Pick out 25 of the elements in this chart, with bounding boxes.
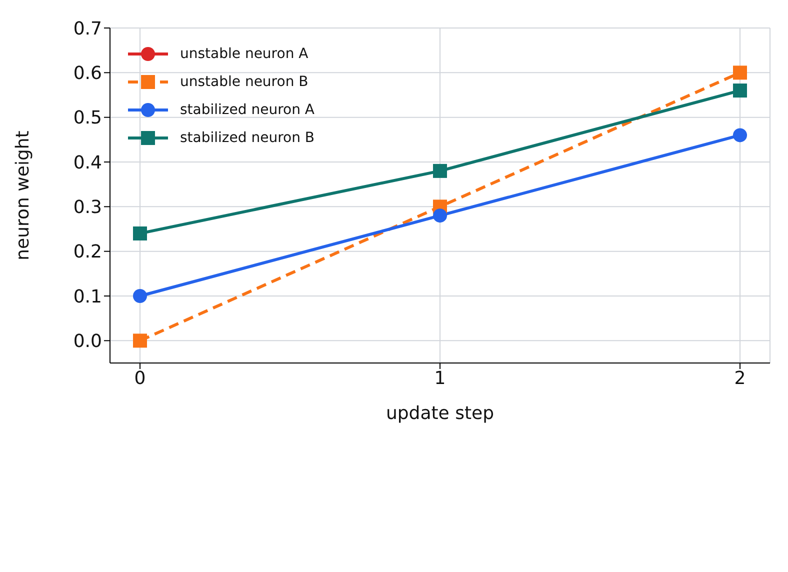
x-tick-label: 0	[134, 368, 146, 389]
y-tick-label: 0.6	[73, 63, 102, 84]
x-tick-label: 2	[734, 368, 746, 389]
point	[433, 164, 447, 178]
y-tick-label: 0.0	[73, 331, 102, 352]
point	[133, 289, 147, 303]
y-tick-label: 0.3	[73, 197, 102, 218]
point	[733, 128, 747, 142]
y-tick-label: 0.5	[73, 108, 102, 129]
point	[733, 66, 747, 80]
legend-label: unstable neuron A	[180, 46, 308, 62]
point	[133, 226, 147, 240]
point	[433, 208, 447, 223]
point	[733, 84, 747, 98]
y-tick-label: 0.7	[73, 18, 102, 40]
legend-label: unstable neuron B	[180, 74, 308, 90]
legend-label: stabilized neuron A	[180, 102, 314, 118]
point	[133, 334, 147, 348]
legend-label: stabilized neuron B	[180, 130, 315, 146]
y-tick-label: 0.4	[73, 152, 102, 174]
y-tick-label: 0.1	[73, 286, 102, 308]
y-axis-title: neuron weight	[12, 130, 34, 260]
x-tick-label: 1	[434, 368, 446, 389]
x-axis-title: update step	[386, 403, 494, 424]
y-tick-label: 0.2	[73, 242, 102, 263]
